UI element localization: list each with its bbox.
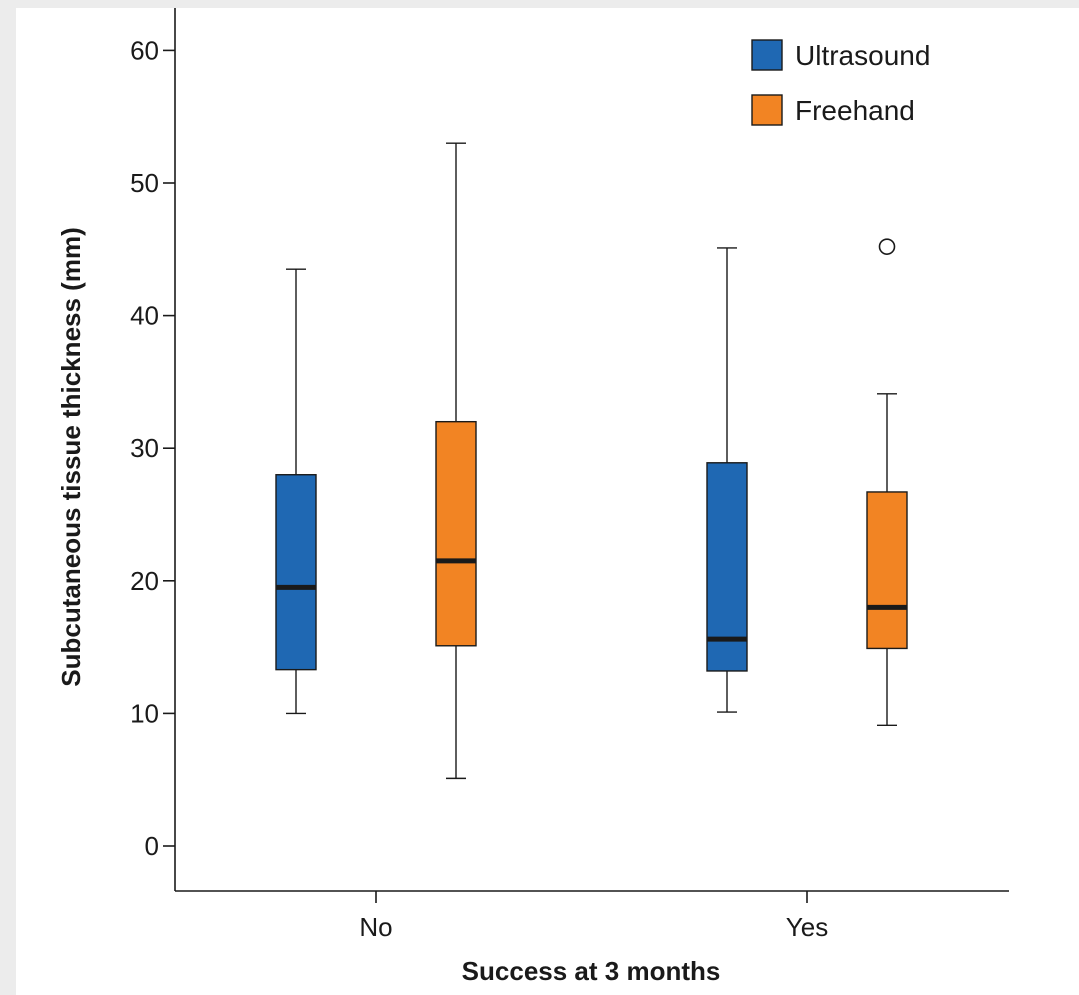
- outlier-point: [878, 238, 896, 255]
- box-freehand-no: [435, 142, 477, 780]
- legend-swatch-ultrasound: [751, 39, 783, 71]
- y-tick-label: 50: [130, 168, 159, 198]
- y-tick-label: 0: [145, 831, 159, 861]
- iqr-box: [866, 491, 908, 650]
- y-axis-title: Subcutaneous tissue thickness (mm): [56, 227, 86, 686]
- chart-card: 0 10 20 30 40 50 60 No Yes Subcutaneous tissue t…: [16, 8, 1079, 995]
- iqr-box: [275, 474, 317, 671]
- legend: Ultrasound Freehand: [751, 39, 930, 126]
- legend-label-ultrasound: Ultrasound: [795, 40, 930, 71]
- legend-swatch-freehand: [751, 94, 783, 126]
- y-tick-label: 20: [130, 566, 159, 596]
- box-freehand-yes: [866, 238, 908, 727]
- box-ultrasound-yes: [706, 247, 748, 713]
- x-tick-label-no: No: [359, 912, 392, 942]
- box-ultrasound-no: [275, 268, 317, 715]
- legend-label-freehand: Freehand: [795, 95, 915, 126]
- x-tick-label-yes: Yes: [786, 912, 828, 942]
- y-tick-label: 10: [130, 698, 159, 728]
- y-tick-label: 60: [130, 35, 159, 65]
- iqr-box: [435, 420, 477, 647]
- y-tick-label: 40: [130, 301, 159, 331]
- iqr-box: [706, 462, 748, 672]
- boxplot-chart: 0 10 20 30 40 50 60 No Yes Subcutaneous tissue t…: [56, 8, 1009, 986]
- x-axis-title: Success at 3 months: [462, 956, 721, 986]
- y-tick-label: 30: [130, 433, 159, 463]
